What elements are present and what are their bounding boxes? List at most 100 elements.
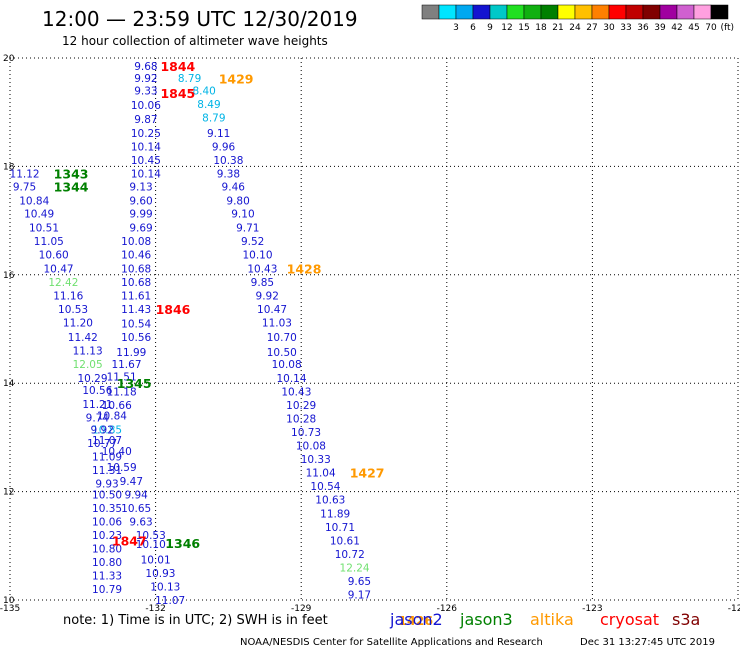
color-bin-label: 18 [535, 23, 547, 33]
wave-height-value: 10.10 [136, 539, 166, 551]
pass-label: 1846 [156, 302, 191, 317]
wave-height-value: 10.53 [136, 530, 166, 542]
wave-height-value: 12.05 [73, 359, 103, 371]
wave-height-value: 9.17 [348, 590, 371, 602]
wave-height-value: 9.52 [241, 236, 264, 248]
wave-height-value: 11.89 [320, 508, 350, 520]
wave-height-value: 12.24 [340, 562, 370, 574]
color-bin-label: 42 [671, 23, 682, 33]
wave-height-value: 10.63 [315, 495, 345, 507]
wave-height-value: 10.56 [82, 385, 112, 397]
grid-lines [9, 57, 739, 601]
wave-height-value: 9.60 [129, 196, 152, 208]
wave-height-value: 11.51 [107, 372, 137, 384]
y-tick-label: 14 [3, 379, 15, 389]
x-tick-label: -120 [728, 604, 740, 614]
wave-height-value: 10.14 [276, 373, 306, 385]
color-bin-label: 27 [586, 23, 597, 33]
wave-height-value: 10.79 [92, 584, 122, 596]
wave-height-value: 10.80 [92, 557, 122, 569]
wave-height-value: 10.10 [242, 250, 272, 262]
pass-number-labels: 1844 1845 1846 1847 1429 1428 1427 1426 13431344… [54, 59, 434, 628]
wave-height-value: 9.46 [222, 181, 246, 193]
wave-height-value: 10.72 [335, 549, 365, 561]
wave-height-value: 11.03 [262, 317, 292, 329]
wave-height-value: 9.69 [129, 223, 152, 235]
wave-height-value: 11.07 [155, 595, 185, 607]
pass-label: 1845 [160, 86, 195, 101]
wave-height-values: 9.689.929.3310.069.8710.2510.1410.4510.1… [10, 61, 372, 607]
color-bin-label: 6 [470, 23, 476, 33]
wave-height-value: 9.47 [120, 476, 143, 488]
pass-label: 1344 [54, 179, 89, 194]
wave-height-value: 10.77 [87, 438, 117, 450]
wave-height-value: 10.46 [121, 250, 151, 262]
wave-height-value: 10.68 [121, 263, 151, 275]
wave-height-value: 11.05 [34, 236, 64, 248]
wave-height-value: 11.20 [63, 317, 93, 329]
wave-height-value: 9.11 [207, 128, 230, 140]
wave-height-value: 10.29 [77, 373, 107, 385]
wave-height-value: 9.92 [91, 424, 114, 436]
color-bin [438, 4, 457, 20]
color-bin-label: 24 [569, 23, 581, 33]
wave-height-value: 10.70 [267, 332, 297, 344]
wave-height-value: 10.28 [286, 413, 316, 425]
color-bin [676, 4, 695, 20]
wave-height-value: 9.71 [236, 223, 259, 235]
color-bin [489, 4, 508, 20]
y-tick-label: 16 [3, 271, 15, 281]
pass-label: 1346 [165, 536, 200, 551]
y-tick-label: 10 [3, 596, 15, 606]
wave-height-value: 10.08 [296, 441, 326, 453]
wave-height-value: 8.79 [202, 113, 225, 125]
wave-height-value: 10.47 [257, 304, 287, 316]
wave-height-value: 10.80 [92, 544, 122, 556]
wave-height-value: 10.13 [150, 581, 180, 593]
wave-height-value: 11.31 [92, 465, 122, 477]
color-bin-label: 30 [603, 23, 615, 33]
color-bin-label: 12 [501, 23, 512, 33]
wave-height-value: 8.49 [197, 99, 220, 111]
satellite-legend-s3a: s3a [672, 610, 700, 629]
wave-height-value: 9.93 [95, 478, 118, 490]
wave-height-value: 10.43 [247, 263, 277, 275]
x-axis-ticks: -135 -132 -129 -126 -123 -120 [0, 604, 740, 614]
satellite-legend-altika: altika [530, 610, 574, 629]
color-bin-label: 36 [637, 23, 649, 33]
wave-height-value: 9.75 [13, 181, 36, 193]
chart-title: 12:00 — 23:59 UTC 12/30/2019 [42, 7, 358, 31]
wave-height-value: 9.87 [134, 114, 157, 126]
color-bin [591, 4, 610, 20]
pass-label: 1427 [350, 466, 385, 481]
color-bin [421, 4, 440, 20]
satellite-legend-jason3: jason3 [459, 610, 513, 629]
wave-height-value: 9.13 [129, 181, 152, 193]
wave-height-value: 10.25 [131, 128, 161, 140]
wave-height-value: 10.33 [301, 454, 331, 466]
pass-label: 1844 [160, 59, 195, 74]
wave-height-value: 11.07 [92, 435, 122, 447]
wave-height-value: 9.92 [256, 290, 279, 302]
wave-height-value: 10.38 [213, 155, 243, 167]
wave-height-value: 9.74 [86, 412, 110, 424]
x-tick-label: -132 [145, 604, 165, 614]
wave-height-value: 9.96 [212, 141, 236, 153]
wave-height-value: 10.73 [291, 427, 321, 439]
color-bin-label: 45 [688, 23, 699, 33]
color-bin [506, 4, 525, 20]
units-note: note: 1) Time is in UTC; 2) SWH is in fe… [63, 613, 328, 628]
wave-height-value: 11.09 [92, 451, 122, 463]
color-bin-label: 33 [620, 23, 631, 33]
wave-height-value: 9.65 [348, 576, 371, 588]
wave-height-value: 10.23 [92, 530, 122, 542]
wave-height-value: 10.65 [121, 503, 151, 515]
wave-height-value: 10.61 [330, 535, 360, 547]
wave-height-value: 9.10 [231, 209, 254, 221]
wave-height-value: 10.06 [131, 100, 161, 112]
y-tick-label: 12 [3, 488, 14, 498]
wave-height-value: 9.63 [129, 516, 152, 528]
color-bin-label: 9 [487, 23, 493, 33]
wave-height-value: 10.14 [131, 141, 161, 153]
color-bin [557, 4, 576, 20]
